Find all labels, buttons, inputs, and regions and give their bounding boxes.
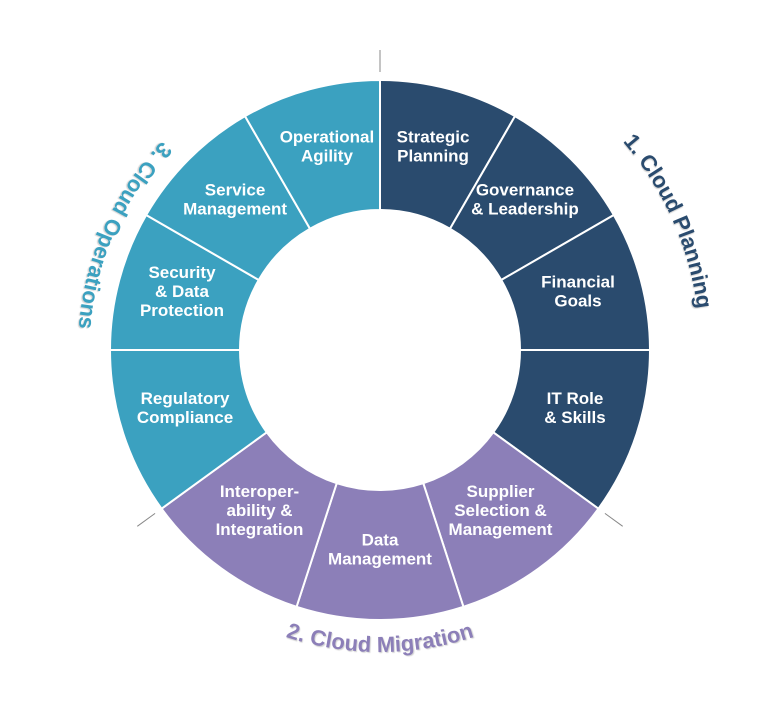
segment-label: RegulatoryCompliance <box>137 389 233 427</box>
segment-label: StrategicPlanning <box>397 127 470 165</box>
cloud-donut-chart: StrategicPlanningGovernance& LeadershipF… <box>0 0 771 726</box>
group-tick <box>605 513 623 526</box>
segment-label: IT Role& Skills <box>544 389 605 427</box>
segment-label: Interoper-ability &Integration <box>216 482 304 539</box>
segment-label: Governance& Leadership <box>471 181 579 219</box>
group-tick <box>137 513 155 526</box>
group-label: 2. Cloud Migration <box>284 618 476 657</box>
